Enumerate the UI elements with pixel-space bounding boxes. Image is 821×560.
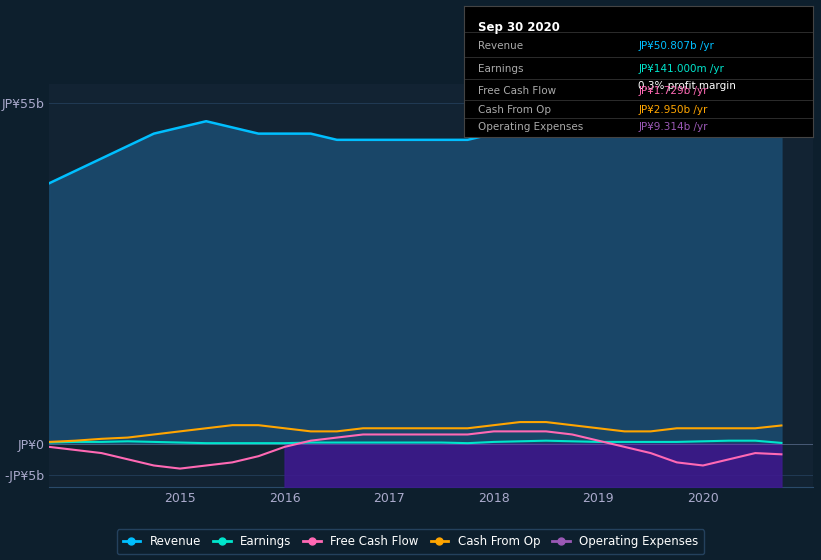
Text: JP¥50.807b /yr: JP¥50.807b /yr (639, 41, 714, 52)
Text: Free Cash Flow: Free Cash Flow (478, 86, 556, 96)
Text: 0.3% profit margin: 0.3% profit margin (639, 81, 736, 91)
Text: Earnings: Earnings (478, 64, 523, 74)
Text: JP¥9.314b /yr: JP¥9.314b /yr (639, 122, 708, 132)
Text: Revenue: Revenue (478, 41, 523, 52)
Legend: Revenue, Earnings, Free Cash Flow, Cash From Op, Operating Expenses: Revenue, Earnings, Free Cash Flow, Cash … (117, 529, 704, 554)
Text: Sep 30 2020: Sep 30 2020 (478, 21, 560, 34)
Text: JP¥2.950b /yr: JP¥2.950b /yr (639, 105, 708, 115)
Text: JP¥141.000m /yr: JP¥141.000m /yr (639, 64, 724, 74)
Text: Operating Expenses: Operating Expenses (478, 122, 583, 132)
Text: JP¥1.729b /yr: JP¥1.729b /yr (639, 86, 708, 96)
Text: Cash From Op: Cash From Op (478, 105, 551, 115)
